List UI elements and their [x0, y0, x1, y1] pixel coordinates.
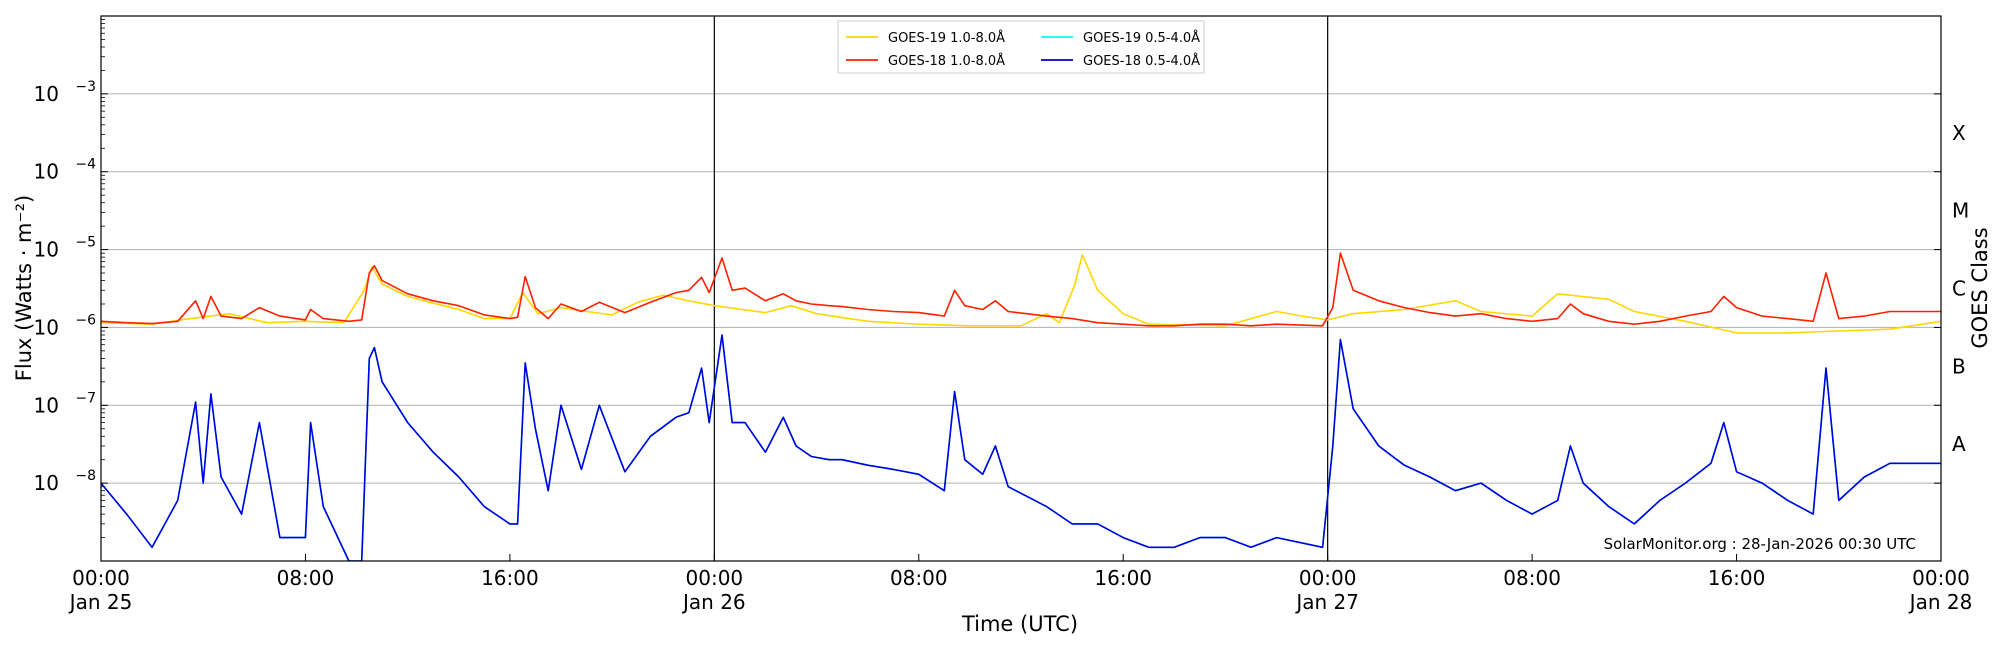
y-tick-label: 10	[34, 238, 59, 262]
x-tick-label: 00:00	[686, 566, 744, 590]
goes-class-labels: A B C M X	[1952, 121, 1969, 456]
goes-class-label: B	[1952, 354, 1966, 378]
legend-label: GOES-18 1.0-8.0Å	[888, 53, 1005, 69]
y-tick-label: 10	[34, 160, 59, 184]
x-tick-label: 08:00	[1503, 566, 1561, 590]
goes-class-label: X	[1952, 121, 1966, 145]
legend-box	[837, 20, 1205, 74]
series-line-1	[101, 252, 1941, 327]
x-tick-date-label: Jan 26	[681, 590, 746, 614]
y2-axis-title: GOES Class	[1968, 227, 1992, 348]
x-tick-date-label: Jan 25	[68, 590, 133, 614]
y-axis-title: Flux (Watts · m⁻²)	[12, 195, 36, 381]
y-tick-exponent: −5	[75, 235, 96, 251]
legend-label: GOES-19 1.0-8.0Å	[888, 30, 1005, 46]
legend: GOES-19 1.0-8.0Å GOES-18 1.0-8.0Å GOES-19 …	[837, 20, 1205, 74]
watermark-text: SolarMonitor.org : 28-Jan-2026 00:30 UTC	[1604, 535, 1916, 553]
goes-class-label: M	[1952, 199, 1969, 223]
x-tick-label: 00:00	[1912, 566, 1970, 590]
series-lines	[101, 252, 1941, 561]
y-tick-exponent: −4	[75, 157, 96, 173]
y-tick-exponent: −7	[75, 390, 96, 406]
series-line-2	[101, 334, 1941, 561]
y-axis-ticks: 10 −8 10 −7 10 −6 10 −5 10 −4 10 −3	[34, 19, 1941, 538]
y-tick-label: 10	[34, 471, 59, 495]
x-tick-label: 08:00	[277, 566, 335, 590]
day-boundaries	[713, 16, 1329, 561]
plot-frame	[100, 15, 1942, 562]
y-tick-exponent: −8	[75, 468, 96, 484]
legend-label: GOES-19 0.5-4.0Å	[1083, 30, 1200, 46]
gridlines	[101, 93, 1941, 484]
x-tick-date-label: Jan 28	[1908, 590, 1973, 614]
x-tick-label: 00:00	[72, 566, 130, 590]
series-line-0	[101, 253, 1941, 334]
x-tick-label: 16:00	[481, 566, 539, 590]
x-axis-title: Time (UTC)	[961, 612, 1078, 636]
legend-label: GOES-18 0.5-4.0Å	[1083, 53, 1200, 69]
y-tick-label: 10	[34, 393, 59, 417]
y-tick-exponent: −3	[75, 79, 96, 95]
x-tick-label: 08:00	[890, 566, 948, 590]
y-tick-exponent: −6	[75, 312, 96, 328]
y-tick-label: 10	[34, 315, 59, 339]
x-tick-label: 16:00	[1708, 566, 1766, 590]
goes-class-label: C	[1952, 277, 1966, 301]
x-tick-label: 00:00	[1299, 566, 1357, 590]
x-tick-label: 16:00	[1094, 566, 1152, 590]
y-tick-label: 10	[34, 82, 59, 106]
series-line-3	[101, 334, 1941, 561]
x-tick-date-label: Jan 27	[1294, 590, 1359, 614]
goes-class-label: A	[1952, 432, 1966, 456]
